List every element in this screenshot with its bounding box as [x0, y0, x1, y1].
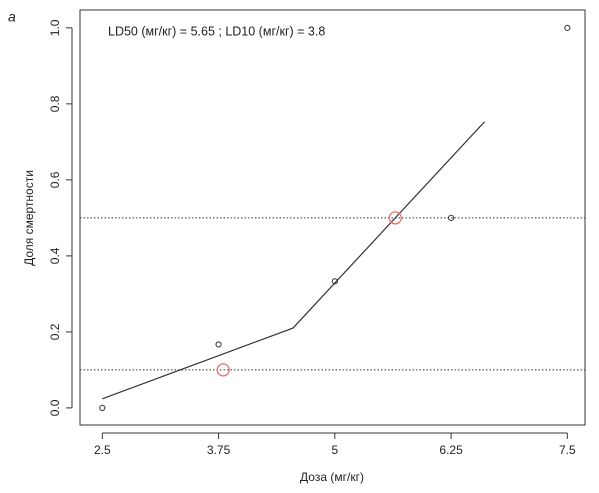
y-tick-label: 0.6 [48, 171, 62, 188]
x-tick-label: 7.5 [559, 443, 576, 457]
y-axis-label: Доля смертности [22, 170, 36, 266]
y-tick-label: 0.2 [48, 323, 62, 340]
data-point [331, 278, 338, 285]
y-tick-label: 0.8 [48, 95, 62, 112]
x-tick-label: 3.75 [207, 443, 231, 457]
y-tick-label: 1.0 [48, 19, 62, 36]
y-tick-label: 0.4 [48, 247, 62, 264]
x-axis-label: Доза (мг/кг) [300, 470, 364, 484]
data-point [215, 341, 222, 348]
y-tick-label: 0.0 [48, 399, 62, 416]
annotation: LD50 (мг/кг) = 5.65 ; LD10 (мг/кг) = 3.8 [108, 24, 325, 38]
x-tick-label: 2.5 [94, 443, 111, 457]
data-point [564, 24, 571, 31]
data-point [99, 404, 106, 411]
data-point [447, 214, 455, 221]
x-tick-label: 6.25 [439, 443, 463, 457]
ld-point [216, 363, 230, 377]
x-tick-label: 5 [331, 443, 338, 457]
ld-point [388, 211, 402, 225]
fit-line [102, 121, 485, 400]
panel-label: a [8, 9, 16, 25]
